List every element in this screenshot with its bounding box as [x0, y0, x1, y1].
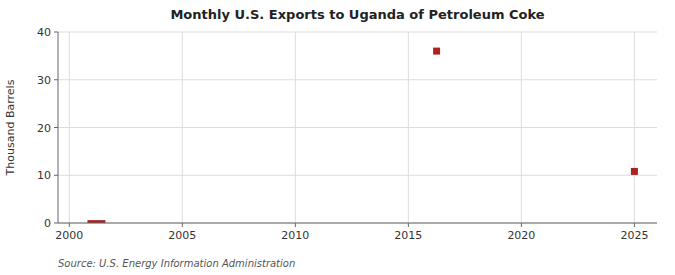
x-tick-label: 2020 [507, 229, 535, 242]
x-tick-label: 2000 [55, 229, 83, 242]
grid-line-x [408, 32, 409, 223]
x-tick [634, 223, 635, 227]
y-tick [54, 32, 58, 33]
x-tick-label: 2005 [168, 229, 196, 242]
x-tick-label: 2025 [620, 229, 648, 242]
grid-line-x [521, 32, 522, 223]
y-tick-label: 0 [44, 217, 51, 230]
source: Source: U.S. Energy Information Administ… [58, 258, 295, 269]
x-tick [69, 223, 70, 227]
chart-container: Monthly U.S. Exports to Uganda of Petrol… [0, 0, 675, 275]
point [631, 168, 638, 175]
x-tick [521, 223, 522, 227]
point [433, 48, 440, 55]
y-tick [54, 175, 58, 176]
x-tick [182, 223, 183, 227]
x-tick-label: 2015 [394, 229, 422, 242]
y-tick-label: 20 [37, 122, 51, 135]
y-tick [54, 223, 58, 224]
y-axis-label: Thousand Barrels [4, 79, 17, 176]
chart-svg: Monthly U.S. Exports to Uganda of Petrol… [0, 0, 675, 275]
grid [58, 32, 657, 223]
axes: 2000 2005 2010 2015 2020 2025 0 10 20 30 40 [37, 26, 657, 242]
grid-line-y [58, 79, 657, 80]
grid-line-x [634, 32, 635, 223]
x-tick-label: 2010 [281, 229, 309, 242]
x-tick [295, 223, 296, 227]
grid-line-x [69, 32, 70, 223]
y-tick-label: 10 [37, 169, 51, 182]
grid-line-x [182, 32, 183, 223]
grid-line-x [295, 32, 296, 223]
grid-line-y [58, 223, 657, 224]
title: Monthly U.S. Exports to Uganda of Petrol… [170, 7, 544, 22]
grid-line-y [58, 32, 657, 33]
grid-line-y [58, 175, 657, 176]
y-tick [54, 79, 58, 80]
x-axis-line [58, 223, 657, 224]
x-tick [408, 223, 409, 227]
marks [87, 48, 637, 223]
grid-line-y [58, 127, 657, 128]
y-tick-label: 40 [37, 26, 51, 39]
y-tick-label: 30 [37, 74, 51, 87]
y-tick [54, 127, 58, 128]
